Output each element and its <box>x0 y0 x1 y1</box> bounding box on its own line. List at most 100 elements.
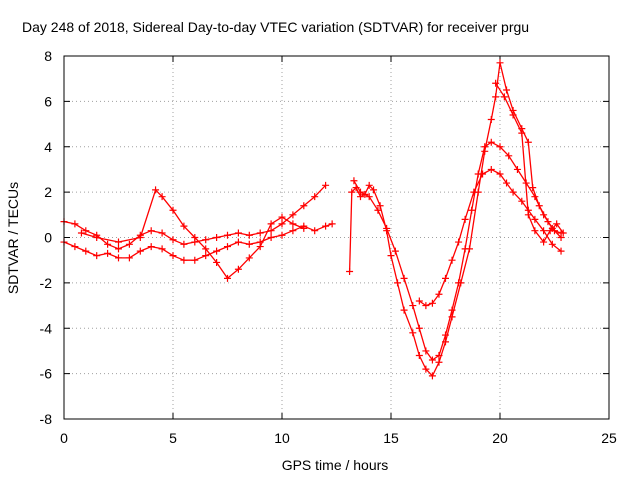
y-tick-label: 2 <box>44 184 52 200</box>
series-track-g <box>492 79 567 246</box>
data-point <box>158 229 166 237</box>
data-point <box>553 220 561 228</box>
data-point <box>365 193 373 201</box>
data-point <box>104 249 112 257</box>
data-point <box>461 215 469 223</box>
data-point <box>328 220 336 228</box>
data-point <box>180 256 188 264</box>
data-point <box>496 143 504 151</box>
data-point <box>224 243 231 251</box>
data-point <box>289 220 297 228</box>
y-tick-label: 6 <box>44 93 52 109</box>
data-point <box>256 243 264 251</box>
data-point <box>415 297 423 305</box>
data-point <box>409 302 417 310</box>
x-tick-label: 10 <box>274 430 290 446</box>
series-track-e <box>350 138 565 364</box>
data-point <box>115 245 122 253</box>
data-point <box>487 138 495 146</box>
data-point <box>518 197 526 205</box>
y-tick-label: 4 <box>44 139 52 155</box>
data-point <box>422 302 430 310</box>
data-point <box>376 202 384 210</box>
data-point <box>503 86 511 94</box>
data-point <box>278 231 286 239</box>
data-point <box>505 152 513 160</box>
data-point <box>136 234 144 241</box>
series-track-f <box>415 165 565 310</box>
series-line <box>81 189 305 279</box>
data-point <box>496 170 504 178</box>
data-point <box>152 186 160 194</box>
data-point <box>213 247 221 255</box>
data-point <box>374 206 382 214</box>
data-point <box>557 247 565 255</box>
data-point <box>455 238 463 246</box>
data-point <box>311 193 319 201</box>
data-point <box>513 165 521 173</box>
data-point <box>540 227 548 235</box>
data-point <box>492 93 500 101</box>
data-point <box>387 252 395 260</box>
data-point <box>191 234 199 241</box>
data-point <box>71 243 79 251</box>
data-point <box>503 179 511 187</box>
data-point <box>180 222 188 230</box>
y-tick-label: -6 <box>40 366 53 382</box>
data-point <box>496 59 504 67</box>
data-point <box>245 254 253 262</box>
data-point <box>115 238 122 246</box>
tick-layer: 0 5 10 15 20 25 -8 -6 -4 -2 0 2 4 6 8 <box>40 48 617 446</box>
data-point <box>169 206 177 214</box>
data-point <box>158 245 166 253</box>
y-tick-label: 8 <box>44 48 52 64</box>
y-tick-label: -4 <box>40 320 53 336</box>
data-point <box>125 240 133 248</box>
x-axis-label: GPS time / hours <box>282 457 389 473</box>
data-point <box>400 306 408 314</box>
data-point <box>422 347 430 355</box>
data-point <box>245 240 253 248</box>
data-point <box>213 258 221 266</box>
series-layer <box>60 59 567 380</box>
data-point <box>147 243 155 251</box>
data-point <box>322 181 330 189</box>
data-point <box>350 177 358 185</box>
data-point <box>300 224 308 232</box>
data-point <box>487 165 495 173</box>
y-tick-label: 0 <box>44 230 52 246</box>
data-point <box>267 234 275 241</box>
data-point <box>442 331 449 339</box>
data-point <box>125 254 133 262</box>
data-point <box>435 358 443 366</box>
plot-frame <box>63 55 610 420</box>
data-point <box>234 229 242 237</box>
series-track-b <box>60 220 336 264</box>
data-point <box>546 227 554 235</box>
data-point <box>234 238 242 246</box>
data-point <box>394 279 402 287</box>
y-axis-label: SDTVAR / TECUs <box>5 182 21 294</box>
data-point <box>415 351 423 359</box>
data-point <box>82 227 90 235</box>
series-line <box>63 223 333 261</box>
series-track-c <box>77 186 308 282</box>
data-point <box>470 188 478 196</box>
data-point <box>267 227 275 235</box>
data-point <box>435 290 443 298</box>
data-point <box>531 227 539 235</box>
data-point <box>409 329 417 337</box>
data-point <box>245 231 253 239</box>
y-tick-label: -2 <box>40 275 53 291</box>
data-point <box>322 222 330 230</box>
data-point <box>509 111 517 119</box>
x-tick-label: 15 <box>383 430 399 446</box>
series-line <box>353 141 562 361</box>
data-point <box>267 220 275 228</box>
data-point <box>391 247 399 255</box>
data-point <box>524 138 532 146</box>
data-point <box>370 186 378 194</box>
data-point <box>256 229 264 237</box>
x-tick-label: 20 <box>492 430 508 446</box>
y-tick-label: -8 <box>40 411 53 427</box>
